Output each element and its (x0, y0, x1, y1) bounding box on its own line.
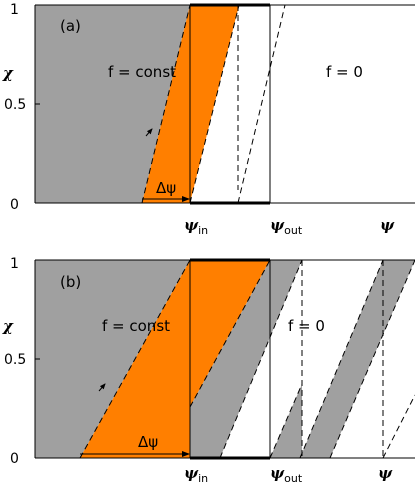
panel-b-dashed-line-2 (189, 259, 271, 408)
panel-b-y-tick-0-5: 0.5 (4, 352, 26, 368)
panel-b-direction-arrow (98, 383, 106, 392)
panel-a-tag: (a) (60, 17, 81, 35)
panel-a-region-right-label: f = 0 (326, 63, 363, 81)
panel-b-grey-band-3 (300, 260, 415, 458)
panel-b-y-axis-label: χ (2, 317, 14, 335)
panel-a: 1 0.5 0 χ (a) f = const f = 0 Δψ ψin ψou… (2, 2, 415, 237)
panel-b-shift-label: Δψ (138, 433, 158, 451)
panel-b-x-labels: ψin ψout ψ (184, 464, 393, 484)
panel-b-plot (34, 258, 415, 460)
panel-a-region-left-label: f = const (108, 63, 176, 81)
panel-a-y-tick-0: 0 (10, 197, 19, 213)
panel-a-x-label-psi: ψ (380, 216, 395, 234)
panel-b: 1 0.5 0 χ (b) f = const f = 0 Δψ ψin ψou… (2, 256, 415, 484)
panel-b-x-label-psi: ψ (378, 464, 393, 482)
panel-a-y-ticks: 1 0.5 0 (4, 2, 40, 213)
panel-b-x-label-psi-out: ψout (270, 464, 303, 484)
panel-b-region-left-label: f = const (102, 317, 170, 335)
panel-b-dashed-line-6 (329, 259, 415, 459)
panel-a-x-label-psi-in: ψin (184, 216, 208, 237)
panel-a-plot (34, 3, 415, 205)
panel-a-dashed-line-3 (237, 4, 286, 204)
panel-a-grey-region (35, 5, 190, 203)
panel-a-y-tick-1: 1 (10, 2, 19, 18)
panel-b-grey-region (35, 260, 190, 458)
panel-a-y-axis-label: χ (2, 64, 14, 82)
panel-b-dashed-line-4 (269, 383, 303, 459)
panel-b-dashed-line-1 (79, 259, 191, 459)
panel-b-region-right-label: f = 0 (288, 317, 325, 335)
panel-b-dashed-line-3 (219, 259, 303, 459)
panel-b-x-label-psi-in: ψin (184, 464, 208, 484)
panel-b-dashed-line-5 (299, 259, 384, 459)
panel-b-y-tick-0: 0 (10, 451, 19, 467)
panel-b-orange-band (80, 260, 270, 458)
panel-a-y-tick-0-5: 0.5 (4, 97, 26, 113)
panel-a-dashed-line-1 (141, 4, 191, 204)
panel-a-shift-label: Δψ (156, 179, 176, 197)
panel-b-y-ticks: 1 0.5 0 (4, 256, 40, 467)
panel-a-x-label-psi-out: ψout (270, 216, 303, 237)
panel-a-x-labels: ψin ψout ψ (184, 216, 395, 237)
panel-b-dashed-line-7 (382, 394, 415, 459)
panel-a-direction-arrow (145, 128, 153, 137)
panel-b-grey-band-1 (190, 260, 302, 458)
panel-b-y-tick-1: 1 (10, 256, 19, 272)
panel-a-dashed-line-2 (189, 4, 240, 204)
panel-b-tag: (b) (60, 273, 81, 291)
